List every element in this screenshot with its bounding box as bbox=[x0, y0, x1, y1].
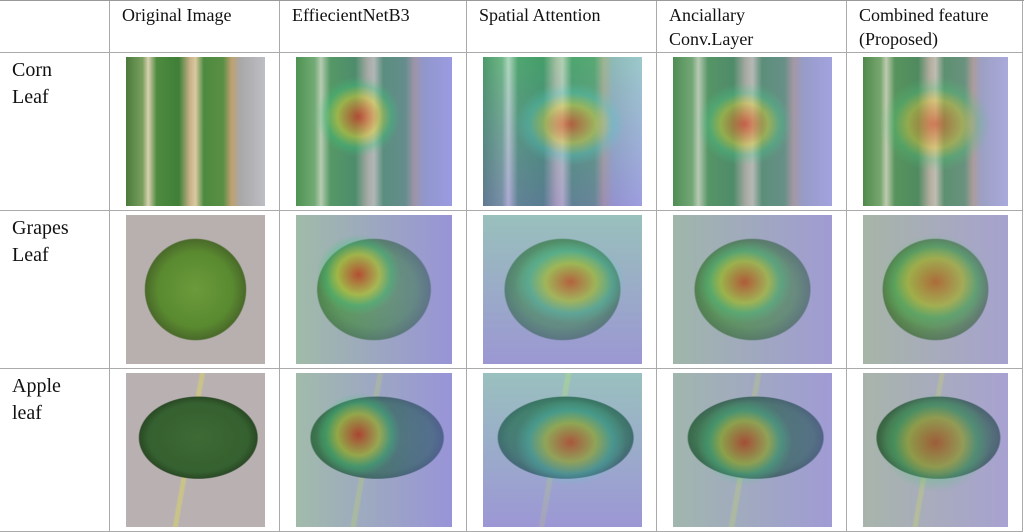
image-cell bbox=[657, 369, 847, 532]
image-cell bbox=[657, 211, 847, 369]
heatmap-image bbox=[863, 373, 1008, 527]
image-cell bbox=[280, 369, 467, 532]
original-image bbox=[126, 215, 265, 364]
heatmap-image bbox=[483, 215, 642, 364]
original-image bbox=[126, 373, 265, 527]
row-label-cell: Grapes Leaf bbox=[0, 211, 110, 369]
heatmap-overlay bbox=[483, 57, 642, 206]
cell-text: Apple leaf bbox=[12, 375, 61, 424]
image-cell bbox=[467, 53, 657, 211]
heatmap-image bbox=[483, 373, 642, 527]
heatmap-image bbox=[296, 215, 452, 364]
cell-text: EffiecientNetB3 bbox=[292, 5, 410, 25]
heatmap-overlay bbox=[863, 215, 1008, 364]
original-image bbox=[126, 57, 265, 206]
image-cell bbox=[280, 53, 467, 211]
image-cell bbox=[467, 369, 657, 532]
header-cell: EffiecientNetB3 bbox=[280, 1, 467, 53]
heatmap-overlay bbox=[863, 57, 1008, 206]
heatmap-overlay bbox=[863, 373, 1008, 527]
image-cell bbox=[110, 211, 280, 369]
image-cell bbox=[110, 369, 280, 532]
heatmap-image bbox=[673, 373, 832, 527]
heatmap-overlay bbox=[673, 215, 832, 364]
cell-text: Spatial Attention bbox=[479, 5, 601, 25]
heatmap-image bbox=[673, 215, 832, 364]
image-cell bbox=[110, 53, 280, 211]
cell-text: Original Image bbox=[122, 5, 232, 25]
image-cell bbox=[280, 211, 467, 369]
cell-text: Combined feature (Proposed) bbox=[859, 5, 989, 49]
image-cell bbox=[847, 53, 1023, 211]
heatmap-image bbox=[863, 215, 1008, 364]
image-cell bbox=[657, 53, 847, 211]
heatmap-image bbox=[673, 57, 832, 206]
image-cell bbox=[467, 211, 657, 369]
header-cell: Original Image bbox=[110, 1, 280, 53]
cell-text: Grapes Leaf bbox=[12, 217, 69, 266]
row-label-cell: Apple leaf bbox=[0, 369, 110, 532]
heatmap-image bbox=[296, 57, 452, 206]
heatmap-overlay bbox=[673, 57, 832, 206]
heatmap-overlay bbox=[483, 215, 642, 364]
row-label-cell: Corn Leaf bbox=[0, 53, 110, 211]
heatmap-overlay bbox=[296, 373, 452, 527]
corner-cell bbox=[0, 1, 110, 53]
heatmap-image bbox=[863, 57, 1008, 206]
image-cell bbox=[847, 211, 1023, 369]
heatmap-overlay bbox=[673, 373, 832, 527]
heatmap-image bbox=[296, 373, 452, 527]
heatmap-overlay bbox=[483, 373, 642, 527]
heatmap-image bbox=[483, 57, 642, 206]
header-cell: Anciallary Conv.Layer bbox=[657, 1, 847, 53]
header-cell: Spatial Attention bbox=[467, 1, 657, 53]
heatmap-overlay bbox=[296, 57, 452, 206]
cell-text: Corn Leaf bbox=[12, 59, 52, 108]
header-cell: Combined feature (Proposed) bbox=[847, 1, 1023, 53]
image-cell bbox=[847, 369, 1023, 532]
cell-text: Anciallary Conv.Layer bbox=[669, 5, 754, 49]
heatmap-overlay bbox=[296, 215, 452, 364]
